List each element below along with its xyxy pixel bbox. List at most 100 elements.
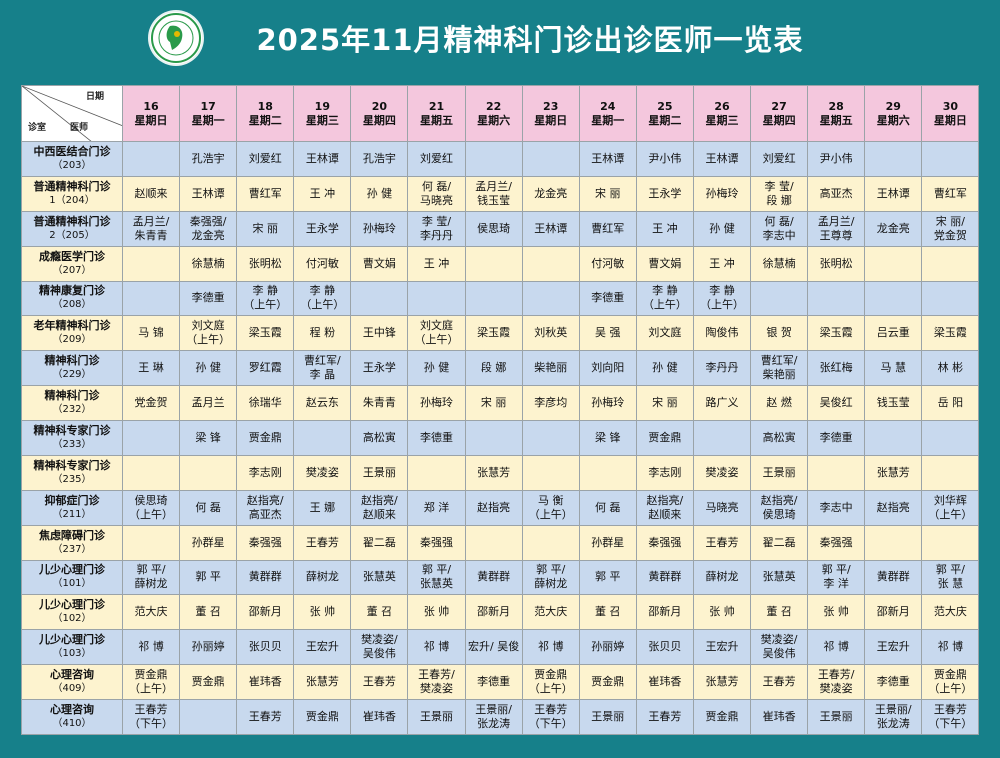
clinic-name: 焦虑障碍门诊 — [39, 528, 105, 542]
doctor-name: 刘华辉 — [933, 493, 967, 507]
clinic-name-cell: 成瘾医学门诊 （207） — [21, 245, 123, 282]
schedule-cell — [521, 524, 580, 561]
schedule-cell — [179, 699, 238, 735]
clinic-room: （101） — [52, 578, 92, 590]
schedule-cell: 马 衡（上午） — [521, 489, 580, 526]
clinic-room: （229） — [52, 369, 92, 381]
schedule-cell: 张明松 — [236, 245, 295, 282]
schedule-cell: 刘文庭 — [635, 315, 694, 352]
doctor-name: 郭 平/ — [821, 563, 851, 577]
doctor-name: 王宏升 — [305, 640, 339, 654]
doctor-name: 范大庆 — [534, 605, 568, 619]
doctor-name: 郭 平 — [195, 570, 221, 584]
clinic-row: 儿少心理门诊 （102） 范大庆 董 召 邵新月 张 帅 董 召 张 帅 邵新月 范大庆 董 召 邵新… — [21, 594, 980, 631]
doctor-name: 崔玮香 — [362, 710, 396, 723]
clinic-name: 精神科专家门诊 — [33, 423, 111, 437]
table-corner-header: 日期 诊室 医师 — [21, 85, 123, 142]
schedule-cell: 梁玉霞 — [807, 315, 866, 352]
date-header-19: 19 星期三 — [293, 85, 352, 142]
doctor-name: 贾金鼎 — [591, 675, 625, 689]
schedule-cell: 孙梅玲 — [407, 385, 466, 421]
schedule-cell: 梁玉霞 — [921, 315, 980, 352]
doctor-name: 董 召 — [366, 605, 393, 619]
schedule-cell: 孙 健 — [407, 350, 466, 387]
schedule-cell: 张贝贝 — [236, 629, 295, 666]
doctor-name: （上午） — [699, 298, 744, 312]
schedule-cell: 赵顺来 — [121, 175, 181, 212]
schedule-cell: 侯思琦 — [464, 210, 523, 247]
doctor-name: 梁 锋 — [595, 430, 621, 444]
schedule-cell: 高松寅 — [750, 420, 809, 456]
doctor-name: 李志刚 — [248, 465, 282, 479]
date-number: 20 — [371, 99, 388, 113]
doctor-name: 贾金鼎 — [305, 710, 339, 723]
clinic-row: 焦虑障碍门诊 （237） 孙群星 秦强强 王春芳 翟二磊 秦强强 孙群星 秦强强 王春芳 翟二磊 秦强… — [21, 524, 980, 561]
date-header-16: 16 星期日 — [121, 85, 181, 142]
doctor-name: 王春芳 — [648, 710, 682, 723]
doctor-name: 董 召 — [595, 605, 621, 619]
doctor-name: 孙 健 — [195, 361, 221, 375]
doctor-name: 宋 丽/ — [935, 214, 965, 228]
doctor-name: 王春芳 — [305, 535, 339, 549]
doctor-name: 贾金鼎 — [191, 675, 225, 689]
schedule-cell: 王林谭 — [578, 141, 637, 177]
doctor-name: 曹文娟 — [362, 256, 396, 270]
doctor-name: 李 静 — [652, 284, 678, 298]
clinic-name-cell: 中西医结合门诊 （203） — [21, 141, 123, 177]
doctor-name: 朱青青 — [362, 396, 396, 410]
clinic-room: （233） — [52, 438, 92, 450]
date-number: 18 — [257, 99, 273, 113]
schedule-cell: 王林谭 — [864, 175, 923, 212]
schedule-cell: 何 磊 — [179, 489, 238, 526]
clinic-name-cell: 儿少心理门诊 （102） — [21, 594, 123, 631]
doctor-name: 吴俊红 — [819, 396, 853, 410]
schedule-cell: 孟月兰/朱青青 — [121, 210, 181, 247]
doctor-name: 李德重 — [191, 291, 225, 305]
hospital-logo-icon — [150, 12, 202, 64]
clinic-name: 抑郁症门诊 — [44, 493, 100, 507]
clinic-row: 精神科专家门诊 （233） 梁 锋 贾金鼎 高松寅 李德重 梁 锋 贾金鼎 高松寅 李德重 — [21, 420, 980, 456]
date-header-29: 29 星期六 — [864, 85, 923, 142]
doctor-name: 孙 健 — [652, 361, 678, 375]
schedule-cell: 董 召 — [750, 594, 809, 631]
doctor-name: 孙群星 — [191, 535, 225, 549]
doctor-name: 贾金鼎 — [933, 668, 967, 682]
schedule-cell: 董 召 — [350, 594, 409, 631]
doctor-name: 刘爱红 — [762, 151, 796, 165]
schedule-cell: 邵新月 — [864, 594, 923, 631]
schedule-cell: 王春芳 — [635, 699, 694, 735]
schedule-table-container: 日期 诊室 医师 16 星期日 17 星期一 18 星期二 19 星期三 20 星期四 21 星期五 2… — [21, 85, 980, 735]
doctor-name: 何 磊/ — [764, 214, 794, 228]
doctor-name: 刘秋英 — [534, 326, 568, 340]
doctor-name: 刘文庭 — [191, 319, 225, 333]
doctor-name: 岳 阳 — [937, 396, 964, 410]
doctor-name: 黄群群 — [648, 570, 682, 584]
schedule-cell — [921, 280, 980, 317]
corner-date-label: 日期 — [85, 92, 104, 102]
doctor-name: 范大庆 — [933, 605, 967, 619]
clinic-row: 普通精神科门诊 1（204） 赵顺来 王林谭 曹红军王 冲孙 健何 磊/马晓亮 孟月兰/钱… — [21, 175, 980, 212]
schedule-cell: 李彦均 — [521, 385, 580, 421]
schedule-cell: 孙丽婷 — [578, 629, 637, 666]
schedule-cell: 刘爱红 — [236, 141, 295, 177]
doctor-name: （上午） — [414, 333, 459, 347]
schedule-cell: 宋 丽 — [578, 175, 637, 212]
clinic-name-cell: 精神科门诊 （232） — [21, 385, 123, 421]
clinic-name: 心理咨询 — [50, 703, 94, 716]
doctor-name: 梁玉霞 — [477, 326, 511, 340]
schedule-cell — [121, 524, 181, 561]
schedule-cell: 祁 博 — [807, 629, 866, 666]
doctor-name: （上午） — [186, 333, 231, 347]
schedule-cell: 张慧英 — [350, 559, 409, 596]
schedule-cell: 贾金鼎 （上午） — [521, 664, 580, 700]
doctor-name: 王春芳 — [705, 535, 739, 549]
doctor-name: 王景丽 — [762, 465, 796, 479]
schedule-cell — [121, 280, 181, 317]
doctor-name: 董 召 — [766, 605, 792, 619]
date-number: 25 — [657, 99, 673, 113]
schedule-cell: 王林谭 — [521, 210, 580, 247]
doctor-name: 樊凌姿/ — [760, 633, 798, 647]
schedule-cell: 范大庆 — [921, 594, 980, 631]
date-number: 30 — [942, 99, 959, 113]
schedule-cell: 王 娜 — [293, 489, 352, 526]
